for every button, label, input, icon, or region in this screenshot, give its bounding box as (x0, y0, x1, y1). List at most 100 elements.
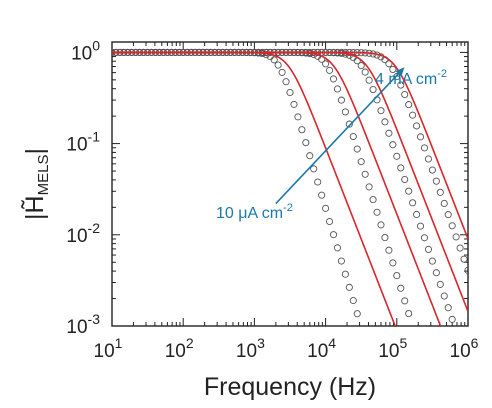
x-tick-exponent: 2 (186, 335, 194, 351)
x-tick-exponent: 5 (399, 335, 407, 351)
y-tick-exponent: -3 (88, 311, 101, 327)
trend-arrow (275, 67, 405, 205)
data-point (397, 81, 405, 89)
data-point (460, 255, 468, 263)
y-tick-label: 10-3 (66, 311, 100, 338)
data-point (444, 304, 452, 312)
x-tick-label: 105 (378, 335, 407, 362)
data-point (278, 68, 286, 76)
data-point (361, 170, 369, 178)
data-point (369, 196, 377, 204)
x-tick-base: 10 (307, 341, 328, 362)
y-axis-title-sub: MELS (35, 155, 52, 196)
data-point (318, 191, 326, 199)
fit-line-3 (112, 51, 468, 312)
data-point (274, 61, 282, 69)
data-point (424, 245, 432, 253)
data-point (286, 89, 294, 97)
data-point (444, 211, 452, 219)
data-point (409, 111, 417, 119)
x-tick-exponent: 4 (328, 335, 336, 351)
y-axis-title-close: | (21, 148, 49, 155)
x-tick-label: 104 (307, 335, 336, 362)
annotations: 10 μA cm-24 mA cm-2 (216, 67, 447, 222)
x-tick-label: 103 (236, 335, 265, 362)
data-point (357, 62, 365, 70)
data-point (322, 60, 330, 68)
x-tick-base: 10 (165, 341, 186, 362)
x-tick-base: 10 (94, 341, 115, 362)
y-tick-label: 10-2 (66, 220, 100, 247)
annotation-text: 4 mA cm (375, 71, 437, 88)
y-tick-exponent: -1 (88, 129, 101, 145)
x-axis-title: Frequency (Hz) (204, 373, 376, 401)
y-tick-base: 10 (66, 135, 87, 156)
data-point (452, 233, 460, 241)
data-point (314, 178, 322, 186)
data-point (333, 244, 342, 252)
data-point (416, 133, 425, 141)
data-point (436, 188, 444, 196)
data-point (397, 164, 405, 172)
annotation-high-current: 4 mA cm-2 (375, 68, 447, 88)
data-point (413, 210, 421, 219)
data-point (405, 187, 413, 195)
y-tick-label: 10-1 (66, 129, 100, 156)
data-point (428, 257, 436, 265)
data-markers (112, 48, 468, 323)
data-point (337, 257, 345, 265)
y-tick-exponent: 0 (92, 37, 100, 53)
data-point (440, 292, 448, 300)
ticks (111, 42, 469, 327)
data-point (385, 129, 393, 137)
data-point (329, 231, 338, 239)
data-point (373, 208, 381, 216)
data-point (326, 217, 334, 226)
data-point (393, 272, 401, 280)
data-point (365, 76, 373, 84)
data-point (361, 68, 369, 76)
data-point (385, 60, 393, 68)
fit-lines (112, 51, 468, 326)
data-point (333, 85, 342, 93)
plot-area (112, 48, 468, 326)
data-point (329, 75, 338, 83)
data-point (393, 152, 401, 160)
data-point (389, 141, 397, 149)
y-tick-exponent: -2 (88, 220, 101, 236)
data-point (436, 280, 444, 288)
data-point (349, 132, 357, 141)
annotation-exponent: -2 (283, 202, 293, 214)
x-tick-base: 10 (236, 341, 257, 362)
data-point (428, 166, 436, 174)
data-point (353, 145, 361, 153)
data-point (405, 310, 413, 318)
data-point (432, 177, 440, 185)
data-point (405, 101, 413, 109)
data-point (420, 234, 429, 242)
x-tick-base: 10 (378, 341, 399, 362)
data-point (365, 183, 373, 191)
data-point (413, 122, 421, 130)
data-point (349, 296, 357, 305)
data-point (401, 297, 409, 305)
annotation-exponent: -2 (437, 68, 447, 80)
y-axis-title-main: |H̃ (21, 195, 49, 220)
data-point (464, 266, 468, 274)
data-point (294, 113, 302, 121)
data-point (341, 270, 349, 278)
annotation-text: 10 μA cm (216, 205, 283, 222)
data-point (322, 204, 330, 212)
data-point (385, 246, 393, 254)
data-point (357, 158, 365, 166)
data-point (448, 315, 456, 323)
x-tick-label: 101 (94, 335, 123, 362)
data-point (345, 120, 353, 128)
y-axis-title: |H̃MELS| (21, 148, 52, 220)
data-point (416, 222, 425, 230)
y-tick-base: 10 (66, 317, 87, 338)
data-point (306, 152, 314, 160)
annotation-low-current: 10 μA cm-2 (216, 202, 293, 222)
data-point (270, 56, 278, 64)
